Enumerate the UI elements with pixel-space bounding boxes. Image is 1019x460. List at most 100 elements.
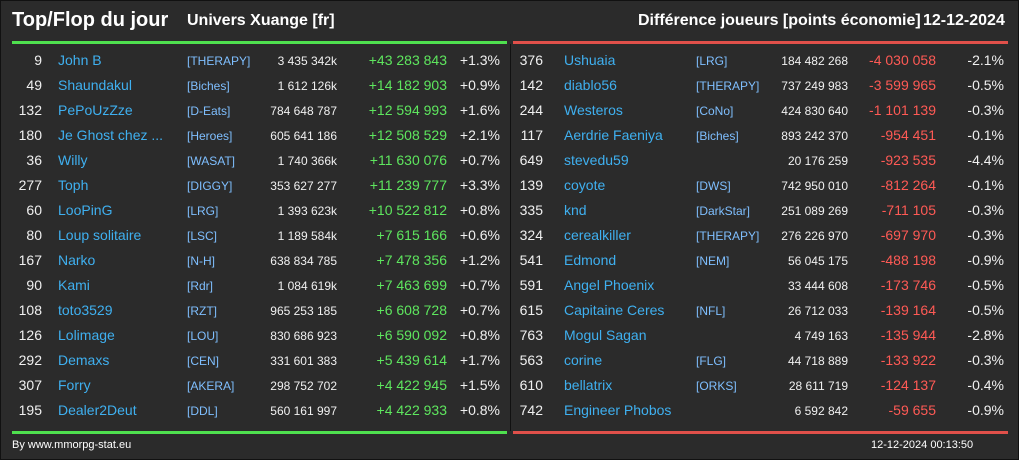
- alliance-tag-link[interactable]: [N-H]: [187, 254, 215, 268]
- player-points: 251 089 269: [781, 204, 848, 218]
- alliance-tag-link[interactable]: [D-Eats]: [187, 104, 231, 118]
- points-difference: -488 198: [880, 252, 936, 268]
- player-rank: 117: [520, 127, 543, 143]
- player-name-link[interactable]: Edmond: [564, 252, 617, 268]
- player-rank: 541: [519, 252, 543, 268]
- player-name-link[interactable]: Willy: [58, 152, 88, 168]
- percent-change: +0.7%: [459, 152, 500, 168]
- points-difference: +4 422 933: [376, 402, 447, 418]
- alliance-tag-link[interactable]: [WASAT]: [187, 154, 235, 168]
- alliance-tag-link[interactable]: [LSC]: [187, 229, 218, 243]
- player-name-link[interactable]: Aerdrie Faeniya: [564, 127, 663, 143]
- percent-change: -0.5%: [967, 77, 1004, 93]
- player-name-link[interactable]: John B: [58, 52, 102, 68]
- player-points: 276 226 970: [781, 229, 848, 243]
- points-difference: -173 746: [880, 277, 936, 293]
- alliance-tag-link[interactable]: [DWS]: [696, 179, 731, 193]
- alliance-tag-link[interactable]: [DarkStar]: [696, 204, 751, 218]
- player-name-link[interactable]: Angel Phoenix: [564, 277, 655, 293]
- alliance-tag-link[interactable]: [FLG]: [696, 354, 727, 368]
- points-difference: +7 615 166: [376, 227, 447, 243]
- player-name-link[interactable]: PePoUzZze: [58, 102, 133, 118]
- player-name-link[interactable]: Loup solitaire: [58, 227, 142, 243]
- percent-change: -0.3%: [967, 227, 1004, 243]
- player-rank: 90: [26, 277, 42, 293]
- alliance-tag-link[interactable]: [THERAPY]: [696, 79, 760, 93]
- player-points: 4 749 163: [794, 329, 848, 343]
- player-rank: 195: [18, 402, 42, 418]
- player-name-link[interactable]: bellatrix: [564, 377, 613, 393]
- player-rank: 591: [519, 277, 543, 293]
- points-difference: -1 101 139: [869, 102, 936, 118]
- player-name-link[interactable]: toto3529: [58, 302, 113, 318]
- flop-row: 117 Aerdrie Faeniya [Biches] 893 242 370 -95…: [513, 123, 1008, 148]
- points-difference: -711 105: [881, 202, 936, 218]
- player-name-link[interactable]: Je Ghost chez ...: [58, 127, 164, 143]
- alliance-tag-link[interactable]: [LOU]: [187, 329, 219, 343]
- alliance-tag-link[interactable]: [LRG]: [696, 54, 728, 68]
- alliance-tag-link[interactable]: [CoNo]: [696, 104, 734, 118]
- alliance-tag-link[interactable]: [THERAPY]: [696, 229, 760, 243]
- alliance-tag-link[interactable]: [DIGGY]: [187, 179, 233, 193]
- player-points: 1 740 366k: [277, 154, 337, 168]
- player-rank: 610: [519, 377, 543, 393]
- alliance-tag-link[interactable]: [NFL]: [696, 304, 726, 318]
- player-name-link[interactable]: diablo56: [564, 77, 617, 93]
- player-points: 784 648 787: [270, 104, 337, 118]
- points-difference: -923 535: [880, 152, 936, 168]
- percent-change: -0.5%: [967, 302, 1004, 318]
- points-difference: +10 522 812: [368, 202, 447, 218]
- points-difference: +7 478 356: [376, 252, 447, 268]
- percent-change: +0.8%: [459, 402, 500, 418]
- player-name-link[interactable]: Dealer2Deut: [58, 402, 137, 418]
- player-name-link[interactable]: Westeros: [564, 102, 623, 118]
- player-points: 605 641 186: [270, 129, 337, 143]
- player-points: 1 393 623k: [277, 204, 337, 218]
- player-rank: 563: [519, 352, 543, 368]
- player-rank: 649: [519, 152, 543, 168]
- player-name-link[interactable]: Lolimage: [58, 327, 115, 343]
- player-name-link[interactable]: Engineer Phobos: [564, 402, 672, 418]
- points-difference: +6 608 728: [376, 302, 447, 318]
- points-difference: -124 137: [880, 377, 936, 393]
- player-name-link[interactable]: stevedu59: [564, 152, 629, 168]
- player-name-link[interactable]: Toph: [58, 177, 89, 193]
- player-name-link[interactable]: Mogul Sagan: [564, 327, 647, 343]
- points-difference: +6 590 092: [376, 327, 447, 343]
- flop-row: 139 coyote [DWS] 742 950 010 -812 264 -0.1%: [513, 173, 1008, 198]
- source-credit: By www.mmorpg-stat.eu: [12, 439, 132, 451]
- player-name-link[interactable]: Forry: [58, 377, 91, 393]
- alliance-tag-link[interactable]: [Biches]: [696, 129, 739, 143]
- player-name-link[interactable]: Shaundakul: [58, 77, 132, 93]
- alliance-tag-link[interactable]: [Heroes]: [187, 129, 233, 143]
- player-name-link[interactable]: coyote: [564, 177, 606, 193]
- flop-row: 615 Capitaine Ceres [NFL] 26 712 033 -139 16…: [513, 298, 1008, 323]
- player-name-link[interactable]: Kami: [58, 277, 90, 293]
- player-name-link[interactable]: Capitaine Ceres: [564, 302, 665, 318]
- points-difference: -59 655: [888, 402, 936, 418]
- player-name-link[interactable]: cerealkiller: [564, 227, 631, 243]
- alliance-tag-link[interactable]: [ORKS]: [696, 379, 737, 393]
- alliance-tag-link[interactable]: [DDL]: [187, 404, 218, 418]
- alliance-tag-link[interactable]: [THERAPY]: [187, 54, 251, 68]
- player-points: 26 712 033: [787, 304, 848, 318]
- alliance-tag-link[interactable]: [NEM]: [696, 254, 730, 268]
- points-difference: +4 422 945: [376, 377, 447, 393]
- alliance-tag-link[interactable]: [CEN]: [187, 354, 220, 368]
- alliance-tag-link[interactable]: [RZT]: [187, 304, 217, 318]
- player-name-link[interactable]: corine: [564, 352, 603, 368]
- alliance-tag-link[interactable]: [AKERA]: [187, 379, 235, 393]
- top-row: 80 Loup solitaire [LSC] 1 189 584k +7 615 16…: [12, 223, 507, 248]
- alliance-tag-link[interactable]: [LRG]: [187, 204, 219, 218]
- top-accent-line-bottom: [12, 431, 507, 434]
- player-name-link[interactable]: Narko: [58, 252, 96, 268]
- player-name-link[interactable]: LooPinG: [58, 202, 113, 218]
- points-difference: -139 164: [880, 302, 936, 318]
- alliance-tag-link[interactable]: [Rdr]: [187, 279, 214, 293]
- player-name-link[interactable]: knd: [564, 202, 587, 218]
- alliance-tag-link[interactable]: [Biches]: [187, 79, 230, 93]
- header: Top/Flop du jour Univers Xuange [fr] Dif…: [1, 1, 1018, 39]
- player-name-link[interactable]: Demaxs: [58, 352, 110, 368]
- player-name-link[interactable]: Ushuaia: [564, 52, 616, 68]
